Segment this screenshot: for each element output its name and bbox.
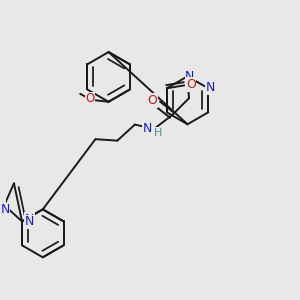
- Text: N: N: [143, 122, 152, 135]
- Text: O: O: [147, 94, 157, 107]
- Text: O: O: [85, 92, 95, 105]
- Text: O: O: [186, 78, 196, 91]
- Text: N: N: [185, 70, 194, 83]
- Text: N: N: [25, 213, 34, 226]
- Text: N: N: [24, 215, 34, 228]
- Text: H: H: [154, 128, 162, 138]
- Text: N: N: [205, 81, 215, 94]
- Text: N: N: [0, 203, 10, 217]
